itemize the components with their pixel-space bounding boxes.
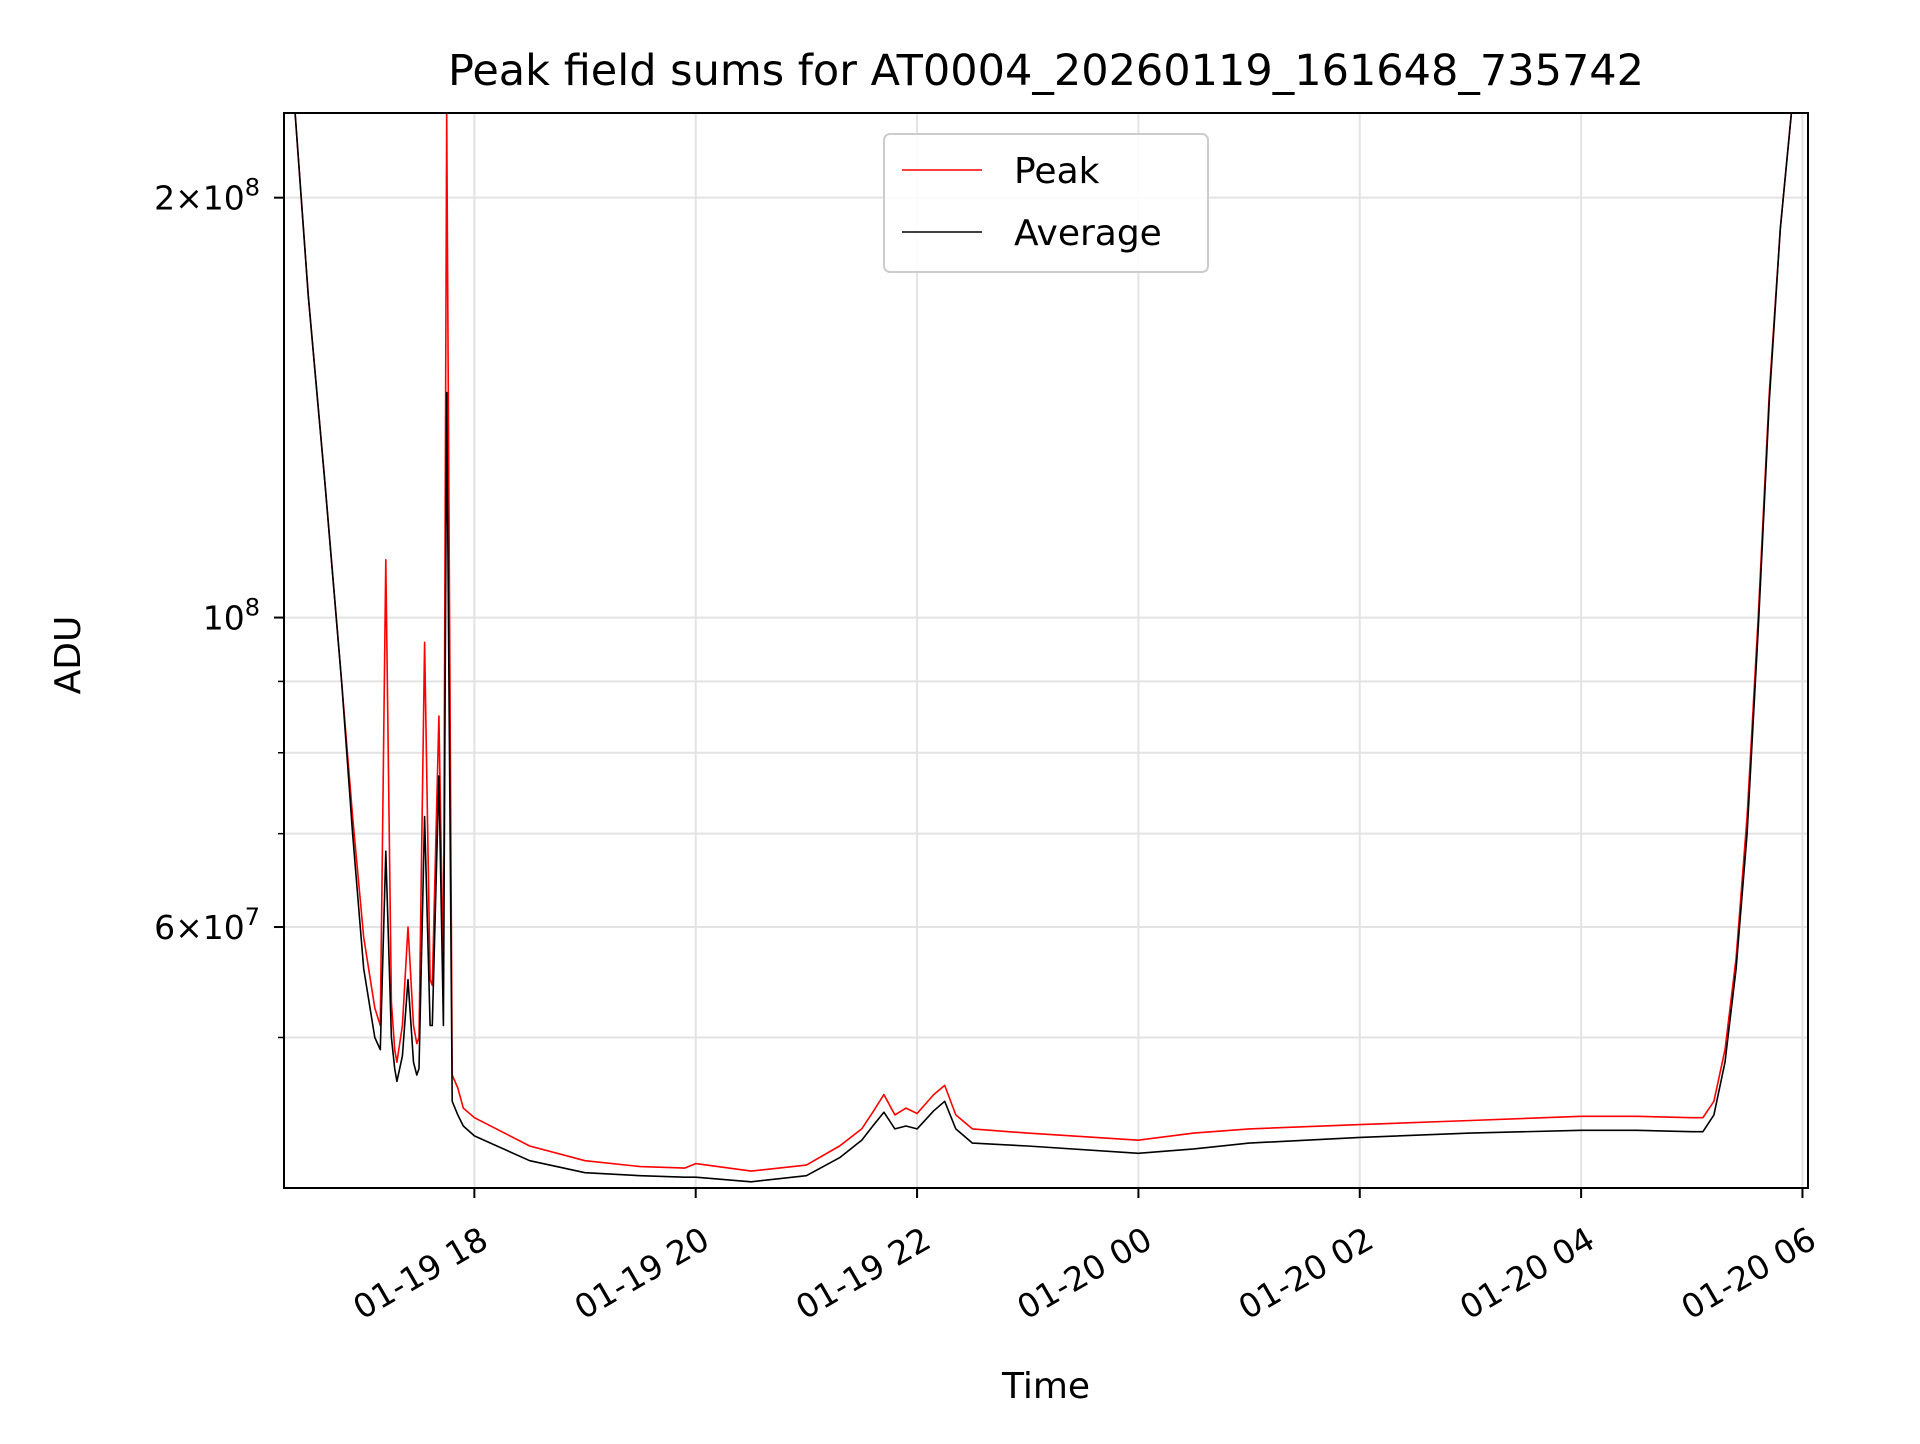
x-axis-label: Time	[1001, 1366, 1090, 1407]
x-tick-label: 01-20 02	[1232, 1219, 1380, 1327]
legend: Peak Average	[883, 133, 1209, 273]
series-lines	[284, 113, 1808, 1183]
x-tick-label: 01-20 06	[1674, 1219, 1822, 1327]
y-axis: 2×108 108 6×107	[154, 174, 284, 1039]
chart-title: Peak field sums for AT0004_20260119_1616…	[448, 46, 1644, 96]
grid-lines	[284, 113, 1808, 1188]
x-axis: 01-19 18 01-19 20 01-19 22 01-20 00 01-20 02…	[346, 1188, 1822, 1327]
y-tick-label: 6×107	[154, 903, 260, 947]
x-tick-label: 01-19 18	[346, 1219, 494, 1327]
legend-box	[883, 133, 1209, 273]
series-line-peak	[284, 113, 1808, 1172]
legend-average-label: Average	[1014, 213, 1162, 254]
x-tick-label: 01-19 20	[568, 1219, 716, 1327]
series-line-average	[284, 113, 1808, 1183]
x-tick-label: 01-20 04	[1453, 1219, 1601, 1327]
y-tick-label: 108	[203, 594, 260, 638]
y-tick-label: 2×108	[154, 174, 260, 218]
x-tick-label: 01-19 22	[789, 1219, 937, 1327]
plot-frame	[283, 112, 1809, 1189]
x-tick-label: 01-20 00	[1010, 1219, 1158, 1327]
legend-peak-label: Peak	[1014, 151, 1100, 192]
y-axis-label: ADU	[48, 616, 89, 695]
